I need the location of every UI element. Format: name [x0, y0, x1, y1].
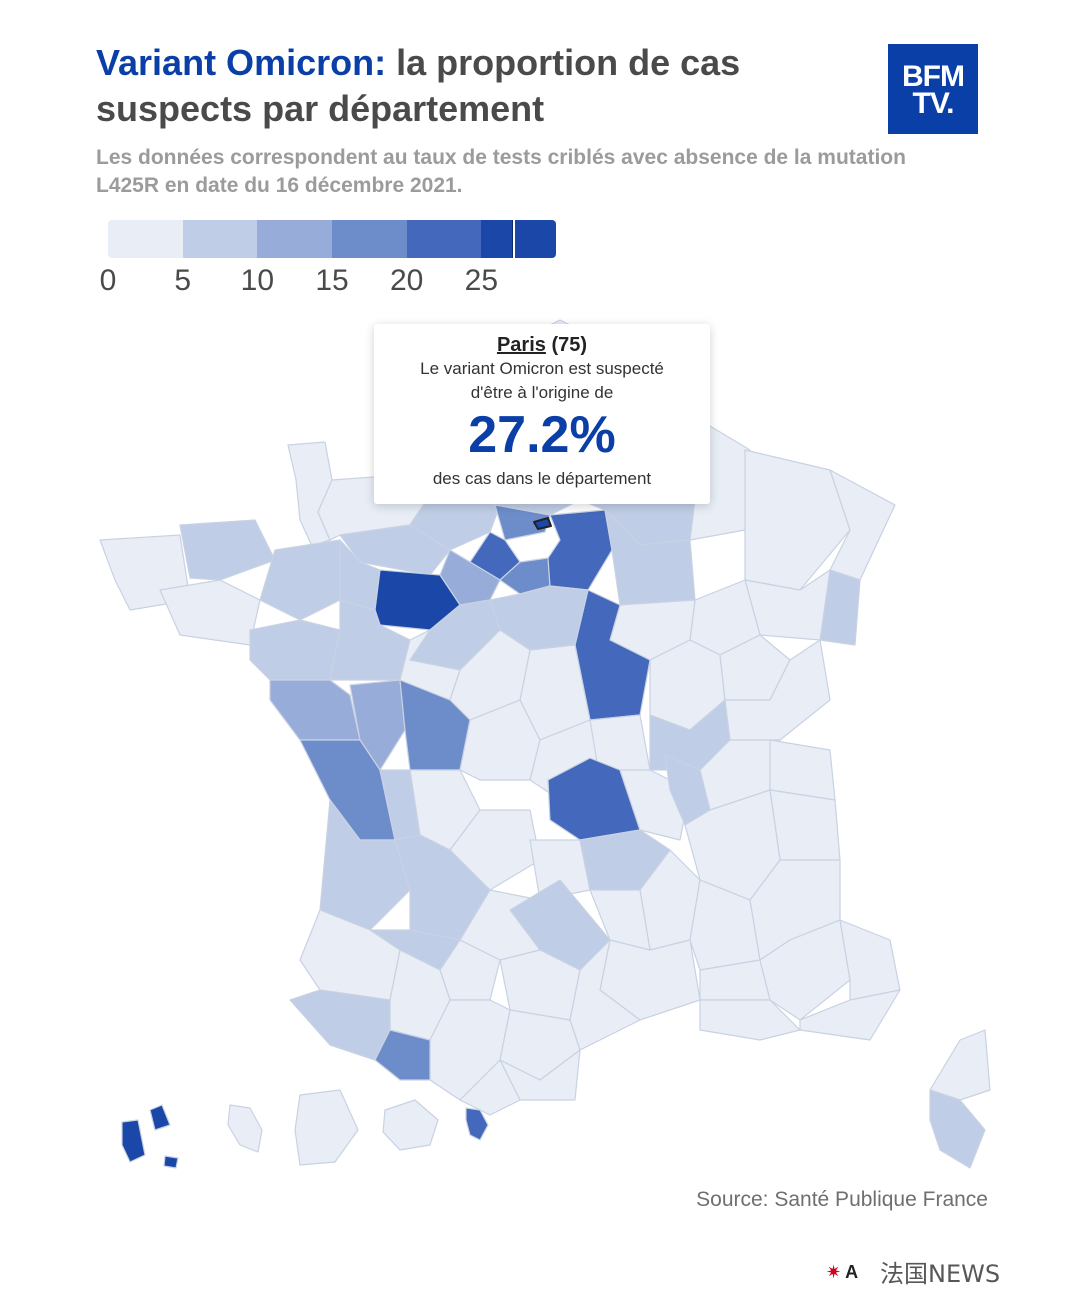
dept-savoie[interactable] — [769, 789, 841, 861]
chart-subtitle: Les données correspondent au taux de tes… — [96, 146, 906, 197]
legend-tick-15: 15 — [315, 264, 349, 297]
tooltip-footer: des cas dans le département — [432, 469, 652, 488]
dept-vendee[interactable] — [269, 679, 361, 741]
footer-brand: ✷ A — [826, 1262, 858, 1283]
dept-landes[interactable] — [299, 909, 401, 1001]
dept-alpes-maritimes[interactable] — [839, 919, 901, 1001]
dept-deux-sevres[interactable] — [349, 679, 406, 771]
dept-morbihan[interactable] — [159, 579, 261, 646]
legend-tick-10: 10 — [240, 264, 275, 297]
tooltip-value: 27.2% — [468, 406, 616, 464]
legend-step-5 — [481, 220, 556, 258]
dept-hautes-pyrenees[interactable] — [374, 1029, 431, 1081]
legend-step-2 — [257, 220, 333, 258]
legend-tick-20: 20 — [389, 264, 424, 297]
hover-tooltip: Paris (75) Le variant Omicron est suspec… — [374, 324, 710, 504]
title-accent: Variant Omicron: — [96, 42, 387, 83]
dept-corse-du-sud[interactable] — [929, 1089, 986, 1169]
dept-var[interactable] — [799, 989, 901, 1041]
tooltip-text-line2: d'être à l'origine de — [470, 383, 614, 402]
legend-current-marker — [512, 220, 516, 258]
tooltip-header: Paris (75) — [374, 334, 710, 357]
dept-guadeloupe[interactable] — [121, 1104, 179, 1169]
watermark: 法国NEWS — [880, 1260, 1001, 1288]
legend-tick-0: 0 — [99, 264, 117, 297]
source-credit: Source: Santé Publique France — [696, 1188, 988, 1211]
dept-val-doise[interactable] — [494, 504, 551, 541]
chart-title: Variant Omicron: la proportion de cas su… — [96, 40, 856, 132]
dept-doubs[interactable] — [724, 639, 831, 741]
dept-cotes-darmor[interactable] — [179, 519, 276, 581]
legend-step-0 — [108, 220, 183, 258]
logo-line1: BFM — [902, 60, 965, 93]
legend-tick-25: 25 — [464, 264, 499, 297]
legend-step-1 — [182, 220, 258, 258]
tooltip-text-line1: Le variant Omicron est suspecté — [420, 359, 664, 378]
star-icon: ✷ — [826, 1262, 842, 1282]
dept-guyane[interactable] — [294, 1089, 359, 1166]
footer-brand-text: A — [845, 1262, 859, 1282]
dept-bouches-du-rhone[interactable] — [699, 999, 801, 1041]
dept-mayotte[interactable] — [465, 1107, 489, 1141]
title-rest: la proportion de cas suspects par départ… — [96, 42, 741, 129]
legend-step-4 — [406, 220, 482, 258]
dept-reunion[interactable] — [382, 1099, 439, 1151]
tooltip-dept-code: (75) — [551, 334, 588, 356]
dept-seine-et-marne[interactable] — [547, 509, 613, 591]
dept-paris[interactable] — [533, 517, 552, 530]
dept-pyr-atlantiques[interactable] — [289, 989, 391, 1061]
dept-loire-atlantique[interactable] — [249, 619, 341, 681]
dept-ille-et-vilaine[interactable] — [259, 539, 341, 621]
legend-tick-5: 5 — [174, 264, 191, 297]
logo-line2: TV. — [912, 87, 955, 120]
bfmtv-logo: BFM TV. — [888, 44, 978, 134]
dept-haute-corse[interactable] — [929, 1029, 991, 1101]
legend-step-3 — [332, 220, 407, 258]
dept-martinique[interactable] — [227, 1104, 263, 1153]
tooltip-dept-name: Paris — [496, 334, 546, 356]
legend-color-scale — [108, 220, 556, 258]
